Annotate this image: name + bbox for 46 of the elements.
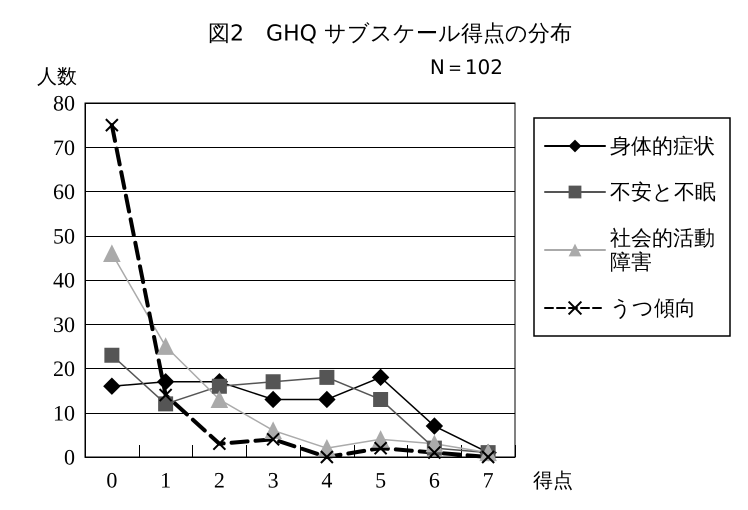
- point: [319, 370, 334, 385]
- x-tick-label: 1: [160, 468, 172, 492]
- chart-subtitle: N＝102: [430, 55, 504, 79]
- point: [104, 348, 120, 363]
- point: [157, 338, 174, 355]
- point: [374, 441, 388, 456]
- point: [212, 436, 226, 451]
- legend-label: 身体的症状: [610, 134, 715, 158]
- y-tick-label: 60: [53, 179, 75, 204]
- y-tick-label: 30: [53, 312, 75, 337]
- x-tick-label: 2: [214, 468, 225, 492]
- point: [103, 378, 120, 395]
- legend-label: 社会的活動障害: [610, 226, 715, 274]
- point: [104, 118, 119, 132]
- point: [266, 374, 281, 390]
- x-tick-label: 0: [106, 468, 118, 492]
- point: [103, 244, 120, 262]
- y-tick-label: 20: [53, 356, 75, 381]
- x-tick-label: 3: [268, 468, 279, 492]
- point: [373, 392, 388, 407]
- point: [318, 390, 336, 408]
- x-tick-label: 5: [375, 468, 386, 492]
- point: [157, 373, 174, 390]
- y-tick-label: 10: [53, 400, 75, 426]
- point: [426, 418, 443, 435]
- y-tick-label: 0: [64, 444, 75, 470]
- legend-label: うつ傾向: [610, 296, 696, 320]
- point: [158, 388, 173, 402]
- point: [320, 450, 334, 464]
- point: [212, 378, 227, 394]
- point: [264, 390, 282, 408]
- point: [210, 390, 228, 408]
- point: [372, 368, 390, 386]
- y-tick-label: 70: [53, 134, 75, 160]
- x-tick-label: 6: [428, 468, 440, 492]
- y-tick-label: 50: [53, 223, 75, 248]
- point: [266, 432, 280, 446]
- point: [427, 446, 442, 460]
- x-tick-label: 7: [482, 468, 494, 492]
- y-tick-label: 80: [53, 90, 75, 116]
- legend-label: 不安と不眠: [610, 180, 716, 204]
- y-tick-label: 40: [53, 268, 75, 292]
- x-tick-label: 4: [321, 468, 332, 492]
- x-axis-title: 得点: [533, 470, 573, 492]
- chart-title: 図2 GHQ サブスケール得点の分布: [208, 22, 572, 46]
- y-axis-title: 人数: [37, 66, 77, 88]
